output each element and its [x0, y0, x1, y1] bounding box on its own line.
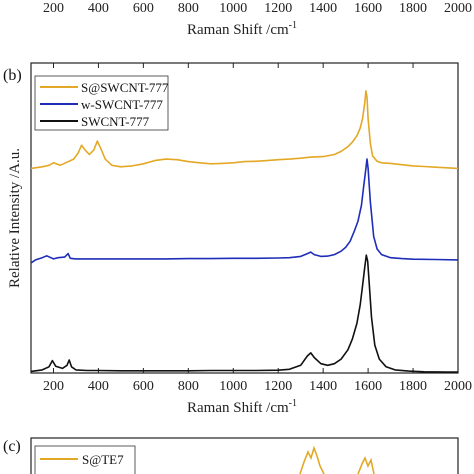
x-tick-label: 600 — [133, 379, 154, 394]
panel-a-tick-label: 1200 — [264, 1, 292, 16]
panel-a-fragment: 200 400 600 800 1000 1200 1400 1600 1800 2000 Ram… — [43, 1, 472, 38]
panel-label-c: (c) — [3, 438, 21, 455]
panel-a-tick-label: 1000 — [219, 1, 247, 16]
panel-a-tick-label: 600 — [133, 1, 154, 16]
x-tick-label: 1400 — [309, 379, 337, 394]
legend-items: S@SWCNT-777 w-SWCNT-777 SWCNT-777 — [40, 80, 169, 129]
x-tick-label: 400 — [88, 379, 109, 394]
x-tick-label: 1600 — [354, 379, 382, 394]
panel-c-trace — [299, 445, 375, 474]
panel-a-tick-label: 1400 — [309, 1, 337, 16]
plot-frame — [30, 62, 459, 374]
x-tick-label: 800 — [178, 379, 199, 394]
legend-label: S@SWCNT-777 — [81, 80, 169, 95]
x-tick-label: 200 — [43, 379, 64, 394]
panel-a-tick-labels: 200 400 600 800 1000 1200 1400 1600 1800 2000 — [43, 1, 472, 16]
panel-b-chart: 200 400 600 800 1000 1200 1400 1600 1800 2000 S@S… — [7, 62, 472, 416]
x-axis-ticks — [52, 63, 459, 373]
series-lines — [30, 90, 459, 373]
x-axis-tick-labels: 200 400 600 800 1000 1200 1400 1600 1800 2000 — [43, 379, 472, 394]
x-tick-label: 1000 — [219, 379, 247, 394]
panel-c-legend-label: S@TE7 — [82, 452, 124, 467]
x-tick-label: 1800 — [399, 379, 427, 394]
panel-a-tick-label: 1800 — [399, 1, 427, 16]
x-tick-label: 1200 — [264, 379, 292, 394]
x-tick-label: 2000 — [444, 379, 472, 394]
panel-a-tick-label: 200 — [43, 1, 64, 16]
x-axis-title: Raman Shift /cm-1 — [187, 398, 297, 416]
panel-label-b: (b) — [3, 67, 22, 84]
panel-a-tick-label: 1600 — [354, 1, 382, 16]
legend-label: SWCNT-777 — [81, 114, 150, 129]
panel-c-fragment: (c) S@TE7 — [3, 437, 459, 474]
legend: S@SWCNT-777 w-SWCNT-777 SWCNT-777 — [34, 75, 169, 131]
legend-label: w-SWCNT-777 — [81, 97, 163, 112]
y-axis-title: Relative Intensity /A.u. — [7, 148, 23, 288]
series-line-w-swcnt-777 — [30, 158, 459, 264]
panel-a-xlabel: Raman Shift /cm-1 — [187, 20, 297, 38]
panel-a-tick-label: 2000 — [444, 1, 472, 16]
series-line-s-swcnt-777 — [30, 90, 459, 170]
panel-a-tick-label: 400 — [88, 1, 109, 16]
panel-c-frame — [30, 437, 459, 474]
panel-a-tick-label: 800 — [178, 1, 199, 16]
series-line-swcnt-777 — [30, 254, 458, 373]
